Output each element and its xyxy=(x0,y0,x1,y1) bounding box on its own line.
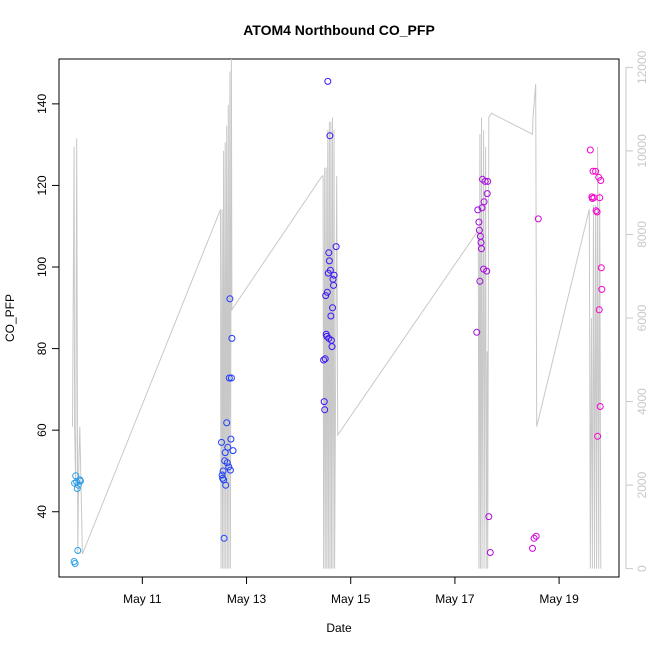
data-point xyxy=(329,304,336,312)
data-point xyxy=(326,266,334,274)
data-point xyxy=(219,474,227,482)
data-point xyxy=(476,277,484,285)
data-point xyxy=(325,249,333,257)
data-point xyxy=(485,513,493,521)
data-point xyxy=(71,560,79,567)
data-point xyxy=(218,438,225,446)
y-tick-label: 60 xyxy=(35,423,49,437)
data-point xyxy=(325,257,333,265)
data-point xyxy=(529,544,536,552)
x-tick-label: May 19 xyxy=(539,592,579,606)
y-axis-left: 40 60 80 100 120 140 xyxy=(35,94,59,519)
data-point xyxy=(76,477,84,485)
data-point xyxy=(219,467,227,475)
points-group xyxy=(70,77,606,567)
x-axis: May 11 May 13 May 15 May 17 May 19 xyxy=(123,577,579,606)
data-point xyxy=(598,285,606,293)
data-point xyxy=(596,403,604,410)
chart-title: ATOM4 Northbound CO_PFP xyxy=(243,22,435,38)
data-point xyxy=(229,447,237,455)
series-line xyxy=(72,58,602,569)
data-point xyxy=(326,132,334,140)
x-tick-label: May 13 xyxy=(227,592,267,606)
data-point xyxy=(73,485,81,492)
data-point xyxy=(595,306,603,314)
data-point xyxy=(596,194,604,202)
y-tick-label: 40 xyxy=(35,505,49,519)
data-point xyxy=(592,167,600,175)
data-point xyxy=(330,271,338,279)
data-point xyxy=(474,206,482,214)
y2-tick-label: 10000 xyxy=(635,134,649,168)
data-point xyxy=(222,481,230,489)
data-point xyxy=(328,343,336,351)
x-tick-label: May 17 xyxy=(435,592,475,606)
data-point xyxy=(530,534,538,542)
data-point xyxy=(483,190,491,198)
data-point xyxy=(74,547,82,554)
data-point xyxy=(325,334,333,342)
data-point xyxy=(224,443,232,451)
x-tick-label: May 15 xyxy=(331,592,371,606)
y2-tick-label: 12000 xyxy=(635,50,649,84)
series-line-group xyxy=(72,58,602,569)
data-point xyxy=(478,204,486,212)
data-point xyxy=(327,312,335,320)
data-point xyxy=(534,215,542,223)
data-point xyxy=(323,288,331,296)
data-point xyxy=(586,146,594,154)
data-point xyxy=(227,374,235,382)
y-axis-right: 0 2000 4000 6000 8000 10000 12000 xyxy=(625,50,649,572)
y-tick-label: 120 xyxy=(35,175,49,195)
data-point xyxy=(532,532,540,540)
data-point xyxy=(324,77,332,85)
data-point xyxy=(484,177,492,185)
y-tick-label: 80 xyxy=(35,342,49,356)
y2-tick-label: 8000 xyxy=(635,221,649,248)
y2-tick-label: 6000 xyxy=(635,304,649,331)
data-point xyxy=(332,243,340,251)
data-point xyxy=(323,332,331,340)
data-point xyxy=(593,208,601,216)
data-point xyxy=(227,435,235,443)
data-point xyxy=(594,432,602,440)
data-point xyxy=(321,355,329,363)
data-point xyxy=(228,334,236,342)
x-axis-label: Date xyxy=(326,621,352,635)
y-tick-label: 100 xyxy=(35,257,49,277)
data-point xyxy=(473,328,481,336)
y2-tick-label: 4000 xyxy=(635,388,649,415)
data-point xyxy=(220,534,228,542)
data-point xyxy=(320,356,328,364)
data-point xyxy=(330,281,337,289)
data-point xyxy=(478,245,485,253)
data-point xyxy=(597,264,605,272)
y-axis-label: CO_PFP xyxy=(3,294,17,342)
data-point xyxy=(481,177,489,185)
plot-box xyxy=(58,58,620,578)
data-point xyxy=(589,167,597,175)
data-point xyxy=(322,292,330,300)
data-point xyxy=(223,459,231,467)
data-point xyxy=(597,177,605,184)
y-tick-label: 140 xyxy=(35,94,49,114)
data-point xyxy=(486,549,494,556)
data-point xyxy=(226,466,234,474)
y2-tick-label: 0 xyxy=(635,565,649,572)
data-point xyxy=(480,198,488,206)
data-point xyxy=(223,419,231,427)
data-point xyxy=(592,207,600,215)
data-point xyxy=(225,374,233,382)
data-point xyxy=(475,218,483,226)
y2-tick-label: 2000 xyxy=(635,471,649,498)
data-point xyxy=(218,471,226,479)
data-point xyxy=(321,406,329,414)
data-point xyxy=(483,267,491,275)
data-point xyxy=(320,398,328,406)
x-tick-label: May 11 xyxy=(123,592,162,606)
data-point xyxy=(226,295,234,303)
